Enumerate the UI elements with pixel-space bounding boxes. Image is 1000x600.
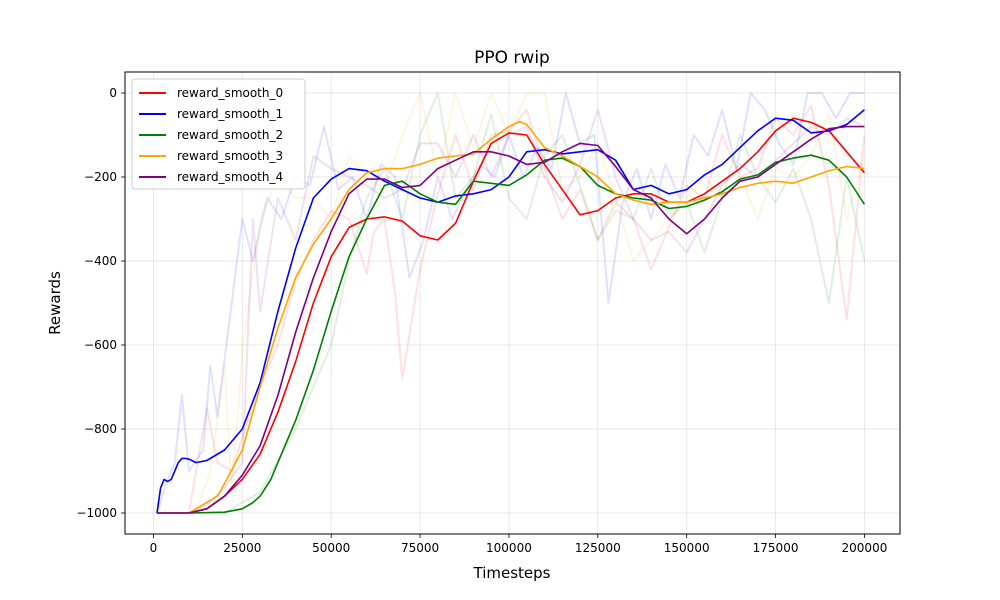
y-tick-label: −800 <box>84 422 117 436</box>
series-line-reward_smooth_2 <box>157 154 866 514</box>
legend: reward_smooth_0 reward_smooth_1 reward_smo… <box>131 78 306 190</box>
y-tick-label: −1000 <box>76 506 117 520</box>
x-tick-label: 25000 <box>223 541 261 555</box>
y-axis-label: Rewards <box>46 271 64 335</box>
raw-series-line <box>157 108 865 514</box>
legend-label: reward_smooth_1 <box>177 107 283 121</box>
smooth-series-layer <box>156 109 866 514</box>
legend-label: reward_smooth_4 <box>177 170 283 184</box>
raw-series-line <box>156 92 865 514</box>
y-tick-label: 0 <box>109 86 117 100</box>
x-tick-label: 75000 <box>401 541 439 555</box>
x-tick-label: 200000 <box>842 541 888 555</box>
raw-series-layer <box>156 92 866 514</box>
series-line-reward_smooth_0 <box>157 117 866 514</box>
raw-series-line <box>157 104 866 514</box>
y-axis-ticks: 0 −200 −400 −600 −800 −1000 <box>76 86 125 520</box>
x-tick-label: 175000 <box>753 541 799 555</box>
series-line-reward_smooth_3 <box>157 120 865 514</box>
y-tick-label: −600 <box>84 338 117 352</box>
legend-label: reward_smooth_2 <box>177 128 283 142</box>
legend-label: reward_smooth_0 <box>177 86 283 100</box>
legend-label: reward_smooth_3 <box>177 149 283 163</box>
x-tick-label: 125000 <box>575 541 621 555</box>
legend-box <box>131 78 306 190</box>
x-tick-label: 0 <box>150 541 158 555</box>
chart-title: PPO rwip <box>474 48 550 68</box>
plot-frame <box>124 71 901 535</box>
x-tick-label: 150000 <box>664 541 710 555</box>
raw-series-line <box>157 92 866 514</box>
y-tick-label: −200 <box>84 170 117 184</box>
raw-series-line <box>157 92 866 514</box>
y-tick-label: −400 <box>84 254 117 268</box>
series-line-reward_smooth_4 <box>157 125 865 514</box>
x-tick-label: 50000 <box>312 541 350 555</box>
x-axis-label: Timesteps <box>473 564 551 582</box>
x-axis-ticks: 0 25000 50000 75000 100000 125000 150000 175000… <box>150 534 888 555</box>
x-tick-label: 100000 <box>486 541 532 555</box>
